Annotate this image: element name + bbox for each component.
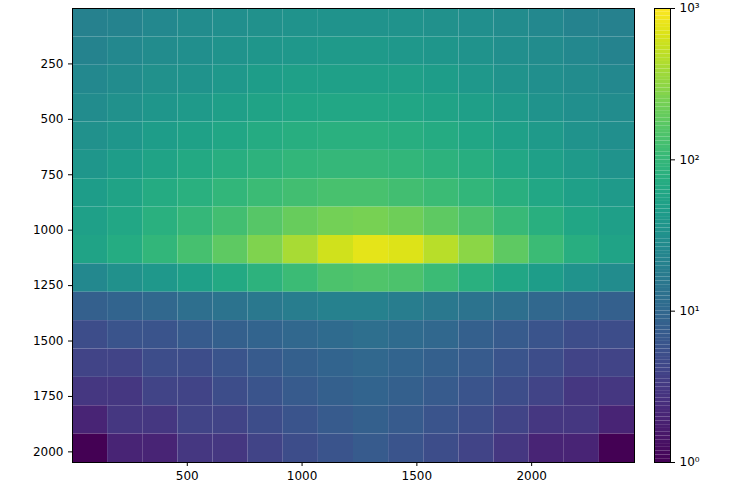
svg-text:1500: 1500 <box>402 469 433 483</box>
svg-text:250: 250 <box>41 57 64 71</box>
svg-text:10⁰: 10⁰ <box>680 455 700 469</box>
svg-text:10³: 10³ <box>680 1 700 15</box>
svg-text:1250: 1250 <box>33 278 64 292</box>
svg-text:750: 750 <box>41 168 64 182</box>
svg-text:1500: 1500 <box>33 334 64 348</box>
svg-text:10²: 10² <box>680 153 700 167</box>
svg-text:500: 500 <box>41 112 64 126</box>
svg-text:1000: 1000 <box>287 469 318 483</box>
svg-text:2000: 2000 <box>33 445 64 459</box>
svg-text:500: 500 <box>176 469 199 483</box>
svg-text:10¹: 10¹ <box>680 304 700 318</box>
svg-text:2000: 2000 <box>516 469 547 483</box>
svg-text:1000: 1000 <box>33 223 64 237</box>
svg-text:1750: 1750 <box>33 389 64 403</box>
